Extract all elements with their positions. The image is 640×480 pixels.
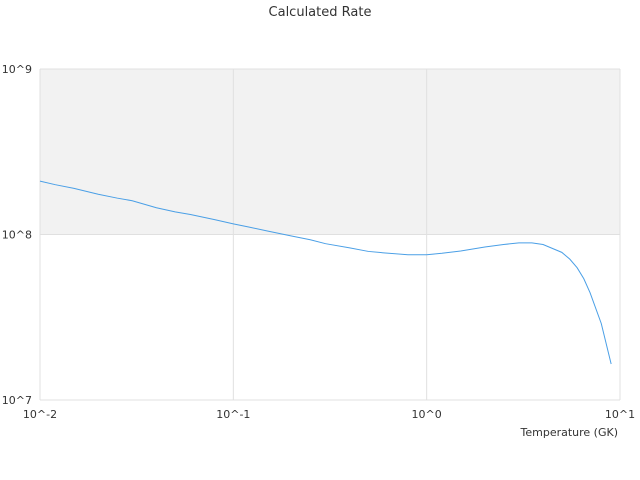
x-tick-label-3: 10^1 xyxy=(605,408,635,421)
y-tick-label-2: 10^9 xyxy=(2,63,32,76)
y-tick-label-0: 10^7 xyxy=(2,394,32,407)
series-line-0 xyxy=(39,180,612,365)
y-tick-labels: 10^7 10^8 10^9 xyxy=(2,63,32,407)
x-tick-label-0: 10^-2 xyxy=(23,408,57,421)
series-group xyxy=(39,180,612,365)
x-tick-labels: 10^-2 10^-1 10^0 10^1 xyxy=(23,408,635,421)
x-tick-label-1: 10^-1 xyxy=(216,408,250,421)
grid-lines xyxy=(39,68,621,401)
x-tick-label-2: 10^0 xyxy=(412,408,442,421)
shaded-band xyxy=(40,69,620,235)
y-tick-label-1: 10^8 xyxy=(2,229,32,242)
x-axis-label: Temperature (GK) xyxy=(520,426,619,439)
chart-title: Calculated Rate xyxy=(269,5,372,20)
